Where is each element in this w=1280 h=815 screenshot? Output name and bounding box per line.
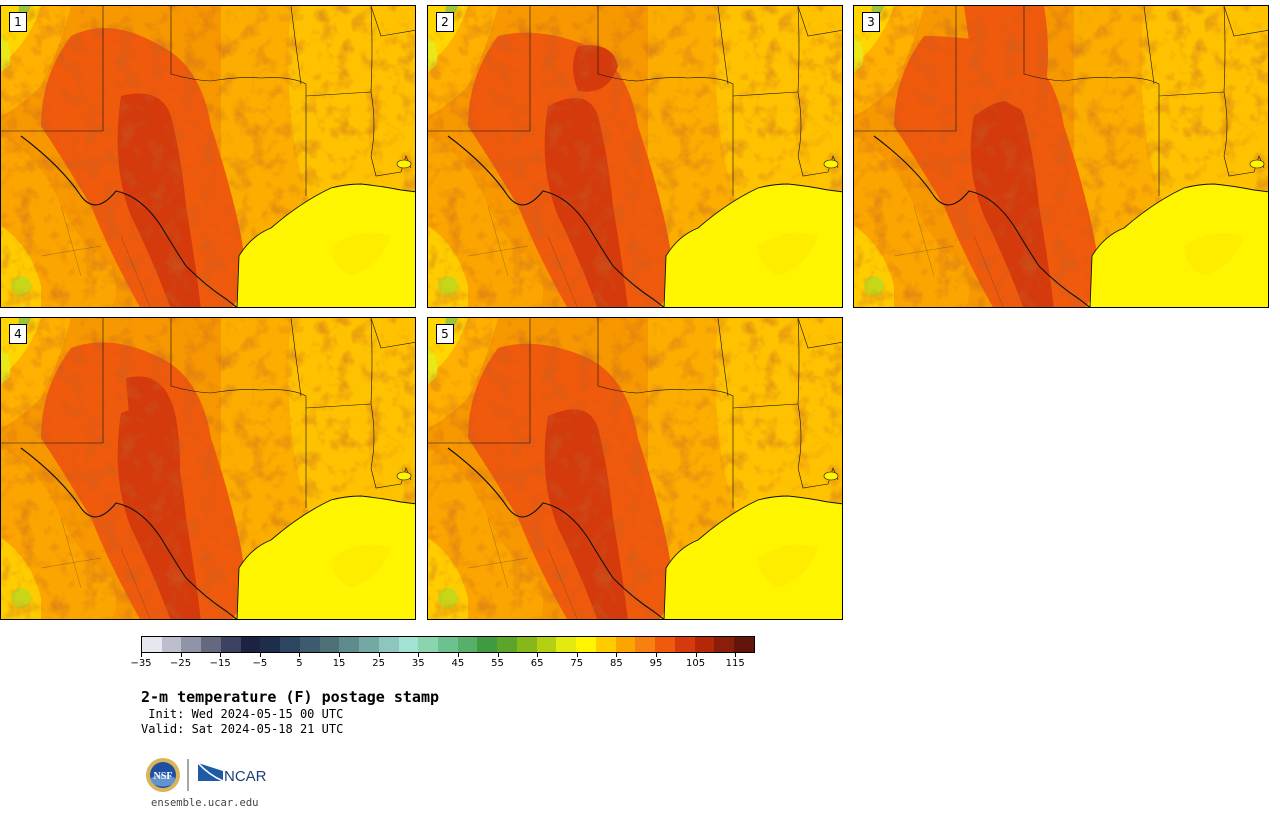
colorbar-segment bbox=[378, 637, 399, 652]
panel-number-label: 1 bbox=[9, 12, 27, 32]
colorbar-tick-label: 115 bbox=[725, 658, 745, 669]
colorbar-segment bbox=[655, 637, 675, 652]
colorbar-tick-label: 105 bbox=[686, 658, 706, 669]
map-panel-5: 5 bbox=[427, 317, 843, 620]
colorbar-segment bbox=[635, 637, 656, 652]
colorbar-segment bbox=[595, 637, 616, 652]
map-panel-1: 1 bbox=[0, 5, 416, 308]
colorbar-segment bbox=[556, 637, 577, 652]
temperature-field bbox=[428, 6, 842, 307]
colorbar-segment bbox=[694, 637, 715, 652]
colorbar-tick-label: −35 bbox=[130, 658, 152, 669]
colorbar-segment bbox=[576, 637, 596, 652]
colorbar-segment bbox=[398, 637, 419, 652]
colorbar-segment bbox=[339, 637, 360, 652]
colorbar-segment bbox=[457, 637, 478, 652]
colorbar-segment bbox=[438, 637, 458, 652]
colorbar-segment bbox=[359, 637, 379, 652]
colorbar-segment bbox=[142, 637, 162, 652]
colorbar-segment bbox=[418, 637, 439, 652]
colorbar-tick-label: 45 bbox=[451, 658, 465, 669]
map-panel-4: 4 bbox=[0, 317, 416, 620]
site-url: ensemble.ucar.edu bbox=[151, 797, 259, 809]
colorbar-segment bbox=[280, 637, 300, 652]
ncar-logo-icon: NCAR bbox=[197, 762, 267, 785]
temperature-field bbox=[1, 6, 415, 307]
colorbar-segment bbox=[497, 637, 517, 652]
panel-number-label: 3 bbox=[862, 12, 880, 32]
chart-title: 2-m temperature (F) postage stamp bbox=[141, 688, 440, 706]
colorbar-tick bbox=[576, 653, 578, 657]
colorbar-tick bbox=[220, 653, 222, 657]
colorbar-segment bbox=[299, 637, 320, 652]
logos: NSF NCAR bbox=[145, 757, 275, 793]
colorbar-segment bbox=[161, 637, 182, 652]
colorbar-tick bbox=[299, 653, 301, 657]
colorbar-tick-label: 15 bbox=[332, 658, 346, 669]
panel-number-label: 4 bbox=[9, 324, 27, 344]
temperature-colorbar bbox=[141, 636, 755, 653]
temperature-field bbox=[428, 318, 842, 619]
colorbar-tick bbox=[141, 653, 142, 657]
colorbar-segment bbox=[181, 637, 202, 652]
colorbar-segment bbox=[674, 637, 695, 652]
colorbar-segment bbox=[201, 637, 221, 652]
colorbar-segment bbox=[220, 637, 241, 652]
colorbar-tick bbox=[537, 653, 539, 657]
init-time: Init: Wed 2024-05-15 00 UTC bbox=[141, 707, 344, 721]
temperature-field bbox=[1, 318, 415, 619]
temperature-field bbox=[854, 6, 1268, 307]
nsf-ncar-logo: NSF NCAR bbox=[146, 758, 267, 792]
colorbar-tick-label: 65 bbox=[530, 658, 544, 669]
colorbar-tick-label: 95 bbox=[649, 658, 663, 669]
colorbar-segment bbox=[734, 637, 754, 652]
colorbar-tick bbox=[378, 653, 380, 657]
colorbar-segment bbox=[516, 637, 537, 652]
nsf-logo-icon: NSF bbox=[146, 758, 180, 792]
colorbar-tick bbox=[616, 653, 618, 657]
ncar-logo-text: NCAR bbox=[224, 768, 267, 785]
colorbar-tick bbox=[735, 653, 737, 657]
colorbar-tick bbox=[457, 653, 459, 657]
colorbar-tick-label: 25 bbox=[372, 658, 386, 669]
colorbar-tick-label: −15 bbox=[209, 658, 231, 669]
colorbar-segment bbox=[260, 637, 281, 652]
colorbar-tick bbox=[180, 653, 182, 657]
colorbar-tick bbox=[418, 653, 420, 657]
colorbar-segment bbox=[714, 637, 735, 652]
colorbar-tick-label: 55 bbox=[491, 658, 504, 669]
colorbar-tick bbox=[497, 653, 499, 657]
colorbar-segment bbox=[477, 637, 498, 652]
colorbar-ticks: −35 −25 −15 −5 5 15 25 35 45 55 65 75 85 95 105 115 bbox=[130, 653, 755, 673]
colorbar-tick-label: −5 bbox=[252, 658, 268, 669]
colorbar-tick-label: 5 bbox=[296, 658, 303, 669]
valid-time: Valid: Sat 2024-05-18 21 UTC bbox=[141, 722, 344, 736]
colorbar-tick-label: 35 bbox=[411, 658, 425, 669]
colorbar-segment bbox=[536, 637, 557, 652]
colorbar-segment bbox=[319, 637, 340, 652]
map-panel-2: 2 bbox=[427, 5, 843, 308]
colorbar-tick-label: −25 bbox=[170, 658, 192, 669]
colorbar-tick bbox=[655, 653, 657, 657]
colorbar-tick bbox=[259, 653, 261, 657]
map-panel-3: 3 bbox=[853, 5, 1269, 308]
nsf-logo-text: NSF bbox=[154, 771, 173, 782]
colorbar-segment bbox=[240, 637, 261, 652]
colorbar-tick-label: 85 bbox=[609, 658, 623, 669]
colorbar-tick bbox=[695, 653, 697, 657]
panel-number-label: 2 bbox=[436, 12, 454, 32]
colorbar-tick-label: 75 bbox=[570, 658, 584, 669]
colorbar-tick bbox=[339, 653, 341, 657]
colorbar-segment bbox=[615, 637, 636, 652]
panel-number-label: 5 bbox=[436, 324, 454, 344]
